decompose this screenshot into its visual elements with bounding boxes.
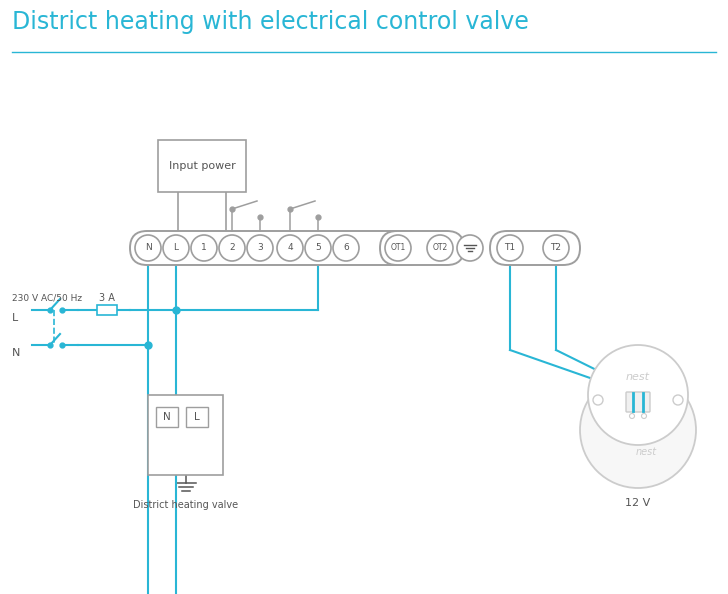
Text: Input power: Input power: [169, 161, 235, 171]
Circle shape: [673, 395, 683, 405]
Bar: [186, 407, 208, 427]
Text: OT2: OT2: [432, 244, 448, 252]
FancyBboxPatch shape: [130, 231, 425, 265]
FancyBboxPatch shape: [148, 395, 223, 475]
Circle shape: [630, 413, 635, 419]
Circle shape: [277, 235, 303, 261]
Text: 1: 1: [201, 244, 207, 252]
Bar: [156, 407, 178, 427]
Text: nest: nest: [626, 372, 650, 382]
FancyBboxPatch shape: [626, 392, 650, 412]
Circle shape: [219, 235, 245, 261]
Text: 5: 5: [315, 244, 321, 252]
Circle shape: [588, 345, 688, 445]
Text: 6: 6: [343, 244, 349, 252]
Text: 2: 2: [229, 244, 235, 252]
Circle shape: [247, 235, 273, 261]
Text: 3 A: 3 A: [99, 293, 115, 303]
Text: L: L: [194, 412, 200, 422]
Circle shape: [135, 235, 161, 261]
Text: T2: T2: [550, 244, 561, 252]
Text: nest: nest: [636, 447, 657, 457]
Text: District heating valve: District heating valve: [133, 500, 238, 510]
FancyBboxPatch shape: [380, 231, 464, 265]
Text: N: N: [145, 244, 151, 252]
FancyBboxPatch shape: [490, 231, 580, 265]
Circle shape: [385, 235, 411, 261]
Circle shape: [543, 235, 569, 261]
Text: L: L: [173, 244, 178, 252]
Text: N: N: [163, 412, 171, 422]
Text: L: L: [12, 313, 18, 323]
Text: 3: 3: [257, 244, 263, 252]
Text: 230 V AC/50 Hz: 230 V AC/50 Hz: [12, 293, 82, 302]
Circle shape: [333, 235, 359, 261]
Text: 4: 4: [287, 244, 293, 252]
Circle shape: [163, 235, 189, 261]
Text: OT1: OT1: [390, 244, 405, 252]
Text: 12 V: 12 V: [625, 498, 651, 508]
Circle shape: [191, 235, 217, 261]
Circle shape: [593, 395, 603, 405]
Text: T1: T1: [505, 244, 515, 252]
Circle shape: [580, 372, 696, 488]
Bar: [97, 305, 117, 315]
Circle shape: [427, 235, 453, 261]
Text: N: N: [12, 348, 20, 358]
Circle shape: [641, 413, 646, 419]
Circle shape: [497, 235, 523, 261]
Circle shape: [305, 235, 331, 261]
Circle shape: [457, 235, 483, 261]
Text: District heating with electrical control valve: District heating with electrical control…: [12, 10, 529, 34]
FancyBboxPatch shape: [158, 140, 246, 192]
